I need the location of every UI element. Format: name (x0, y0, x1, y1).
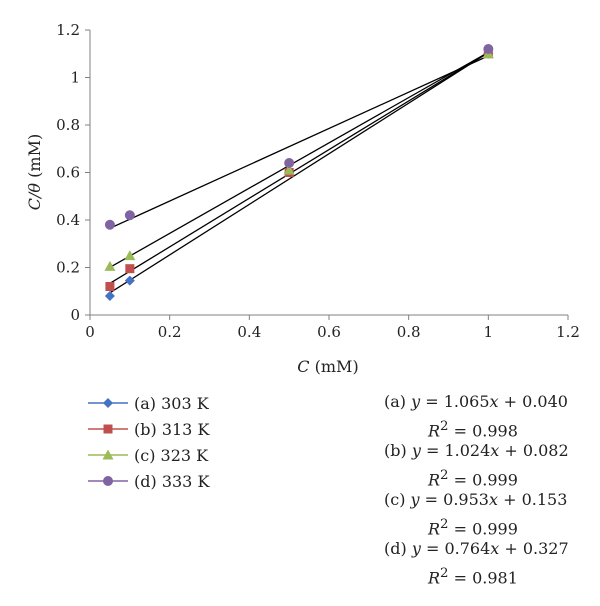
x-tick-label: 0.4 (237, 323, 261, 341)
r-squared-label: R2 = 0.999 (428, 467, 518, 489)
data-point-triangle (104, 260, 116, 271)
fit-line (109, 51, 489, 268)
y-tick-labels: 0 0.2 0.4 0.6 0.8 1 1.2 (56, 21, 80, 324)
fit-line (109, 55, 489, 229)
equation-label: (d) y = 0.764x + 0.327 (384, 539, 569, 558)
legend-label: (c) 323 K (134, 445, 209, 465)
y-tick-label: 0.2 (56, 259, 80, 277)
legend-item: (a) 303 K (88, 390, 209, 416)
axes (85, 29, 569, 320)
data-point-square (125, 264, 135, 274)
data-points (104, 44, 494, 301)
x-tick-label: 1.2 (556, 323, 580, 341)
legend-marker-diamond (103, 398, 113, 408)
x-tick-label: 1 (484, 323, 494, 341)
data-point-circle (124, 210, 135, 221)
y-tick-label: 1.2 (56, 21, 80, 39)
legend-marker-triangle (102, 449, 114, 460)
x-tick-label: 0.2 (158, 323, 182, 341)
legend-label: (a) 303 K (134, 393, 209, 413)
x-tick-label: 0 (85, 323, 95, 341)
legend-swatch (88, 476, 128, 486)
data-point-triangle (124, 250, 136, 261)
r-squared-label: R2 = 0.998 (428, 418, 518, 440)
fit-line (109, 52, 489, 294)
y-axis-title: C/θ (mM) (25, 134, 44, 210)
fit-lines (109, 51, 489, 294)
legend-item: (c) 323 K (88, 442, 209, 468)
legend-item: (b) 313 K (88, 416, 209, 442)
r-squared-label: R2 = 0.981 (428, 565, 518, 587)
equation-label: (a) y = 1.065x + 0.040 (384, 392, 568, 411)
legend-swatch (88, 398, 128, 408)
x-axis-title: C (mM) (297, 357, 358, 376)
data-point-circle (284, 158, 295, 168)
y-tick-label: 0.4 (56, 211, 80, 229)
y-tick-label: 1 (70, 69, 80, 87)
r-squared-label: R2 = 0.999 (428, 516, 518, 538)
legend-swatch (88, 424, 128, 434)
y-tick-label: 0.6 (56, 164, 80, 182)
legend-marker-square (103, 424, 113, 434)
legend-label: (d) 333 K (134, 471, 210, 491)
data-point-triangle (283, 164, 295, 175)
x-tick-label: 0.6 (317, 323, 341, 341)
y-tick-label: 0.8 (56, 116, 80, 134)
legend-label: (b) 313 K (134, 419, 210, 439)
regression-equations: (a) y = 1.065x + 0.040 R2 = 0.998 (b) y = … (384, 390, 569, 587)
data-point-diamond (124, 275, 135, 286)
legend-swatch (88, 449, 128, 460)
legend: (a) 303 K (b) 313 K (c) 323 K (d) 333 K (88, 390, 209, 494)
equation-label: (c) y = 0.953x + 0.153 (384, 490, 568, 509)
fit-line (109, 51, 489, 284)
data-point-circle (483, 44, 494, 54)
x-tick-label: 0.8 (397, 323, 421, 341)
data-point-circle (104, 219, 115, 230)
legend-item: (d) 333 K (88, 468, 209, 494)
legend-marker-circle (103, 476, 113, 486)
chart: 0 0.2 0.4 0.6 0.8 1 1.2 0 0.2 0.4 0.6 0.8 1 1.2 C (m… (25, 21, 580, 376)
y-tick-label: 0 (70, 306, 80, 324)
data-point-diamond (104, 291, 115, 301)
x-tick-labels: 0 0.2 0.4 0.6 0.8 1 1.2 (85, 323, 580, 341)
data-point-square (105, 282, 115, 291)
equation-label: (b) y = 1.024x + 0.082 (384, 441, 569, 460)
